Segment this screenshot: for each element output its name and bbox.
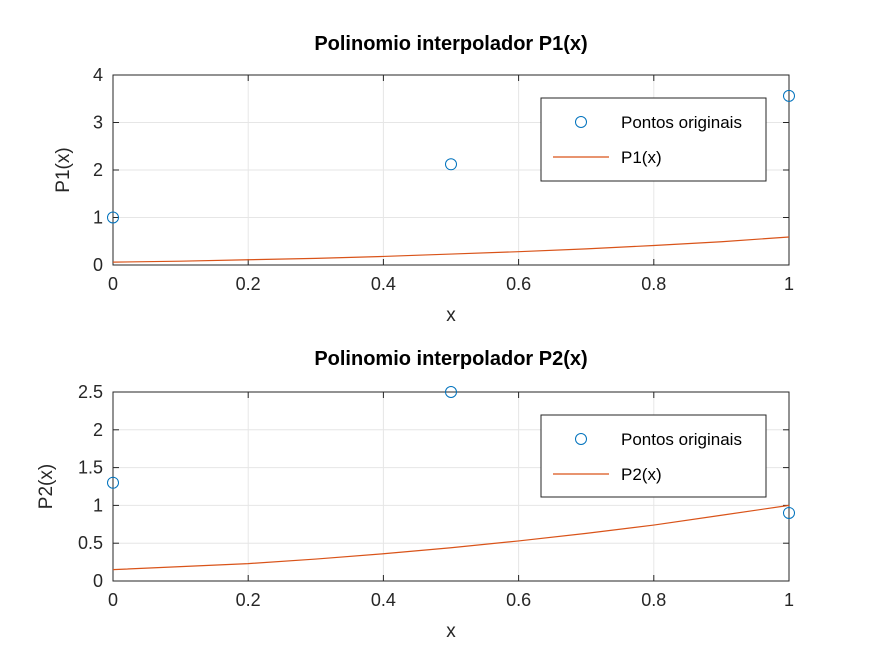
- legend-entry-label: Pontos originais: [621, 430, 742, 449]
- x-tick-label: 0.2: [236, 590, 261, 610]
- y-tick-label: 2: [93, 420, 103, 440]
- data-point: [783, 89, 795, 102]
- chart-title: Polinomio interpolador P1(x): [314, 33, 587, 55]
- x-tick-label: 0: [108, 590, 118, 610]
- legend: Pontos originais P1(x): [540, 97, 767, 182]
- x-tick-label: 0.8: [641, 274, 666, 294]
- legend-box: [540, 414, 767, 498]
- y-axis-label: P1(x): [53, 147, 74, 192]
- legend-marker-swatch: [575, 116, 587, 128]
- x-tick-label: 1: [784, 274, 794, 294]
- data-point: [445, 386, 457, 398]
- legend-box: [540, 97, 767, 182]
- x-tick-label: 0.4: [371, 274, 396, 294]
- y-tick-label: 2: [93, 160, 103, 180]
- data-point: [445, 158, 457, 171]
- y-tick-label: 1: [93, 208, 103, 228]
- legend: Pontos originais P2(x): [540, 414, 767, 498]
- legend-marker-swatch: [575, 433, 587, 445]
- legend-entry-label: P1(x): [621, 148, 662, 167]
- y-tick-label: 0: [93, 571, 103, 591]
- y-tick-label: 0.5: [78, 533, 103, 553]
- series-line-2: [112, 236, 790, 263]
- x-tick-label: 0.6: [506, 274, 531, 294]
- data-point: [783, 506, 795, 519]
- chart-title: Polinomio interpolador P2(x): [314, 348, 587, 370]
- axes-box: [112, 391, 790, 582]
- subplot-2: 0 0.2 0.4 0.6 0.8 1 0 0.5 1 1.5 2 2.5 Polinomio inte…: [36, 348, 795, 642]
- y-tick-label: 4: [93, 65, 103, 85]
- y-tick-label: 1.5: [78, 458, 103, 478]
- y-axis-label: P2(x): [36, 464, 57, 509]
- x-tick-label: 1: [784, 590, 794, 610]
- x-tick-label: 0.6: [506, 590, 531, 610]
- x-axis-label: x: [446, 621, 456, 642]
- legend-entry-label: Pontos originais: [621, 113, 742, 132]
- y-tick-label: 1: [93, 495, 103, 515]
- x-tick-label: 0: [108, 274, 118, 294]
- subplot-1: 0 0.2 0.4 0.6 0.8 1 0 1 2 3 4 Polinomio interpolado…: [53, 33, 795, 326]
- x-tick-label: 0.8: [641, 590, 666, 610]
- data-point: [107, 476, 119, 489]
- series-line-2: [112, 504, 790, 571]
- y-tick-label: 3: [93, 113, 103, 133]
- x-tick-label: 0.2: [236, 274, 261, 294]
- y-tick-label: 2.5: [78, 382, 103, 402]
- x-axis-label: x: [446, 305, 456, 326]
- y-tick-label: 0: [93, 255, 103, 275]
- data-point: [107, 211, 119, 224]
- x-tick-label: 0.4: [371, 590, 396, 610]
- legend-entry-label: P2(x): [621, 465, 662, 484]
